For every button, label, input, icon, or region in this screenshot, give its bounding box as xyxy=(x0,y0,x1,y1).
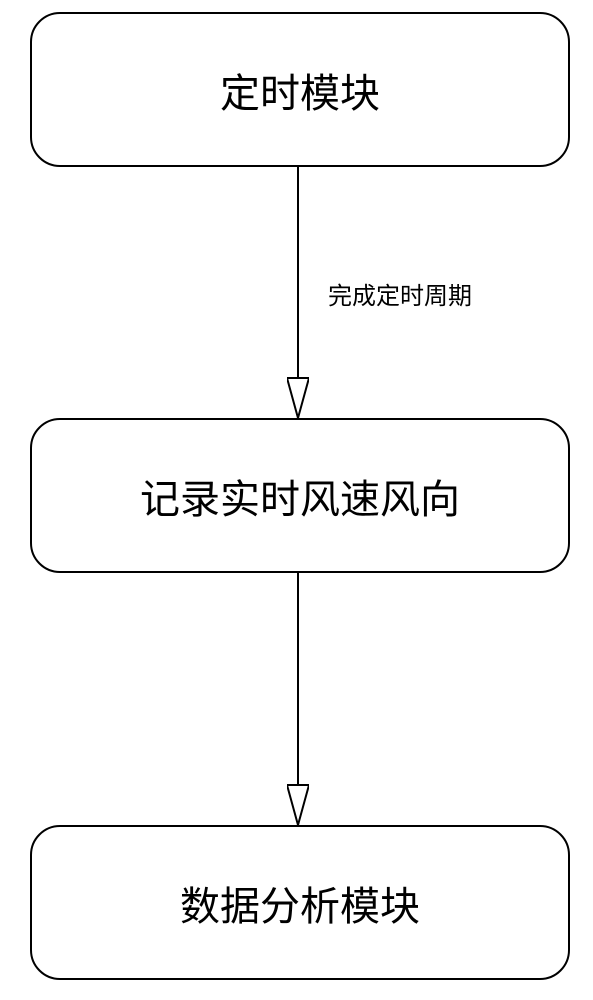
node-label: 记录实时风速风向 xyxy=(140,467,460,525)
edge-label: 完成定时周期 xyxy=(328,276,472,311)
flowchart-node-timer: 定时模块 xyxy=(30,12,570,167)
flowchart-node-analysis: 数据分析模块 xyxy=(30,825,570,980)
node-label: 数据分析模块 xyxy=(180,874,420,932)
flowchart-edge-2 xyxy=(287,573,309,825)
arrow-icon xyxy=(287,573,309,825)
flowchart-node-record: 记录实时风速风向 xyxy=(30,418,570,573)
arrow-icon xyxy=(287,167,309,418)
flowchart-edge-1: 完成定时周期 xyxy=(287,167,309,418)
node-label: 定时模块 xyxy=(220,61,380,119)
flowchart-container: 定时模块 记录实时风速风向 数据分析模块 完成定时周期 xyxy=(0,0,593,1000)
